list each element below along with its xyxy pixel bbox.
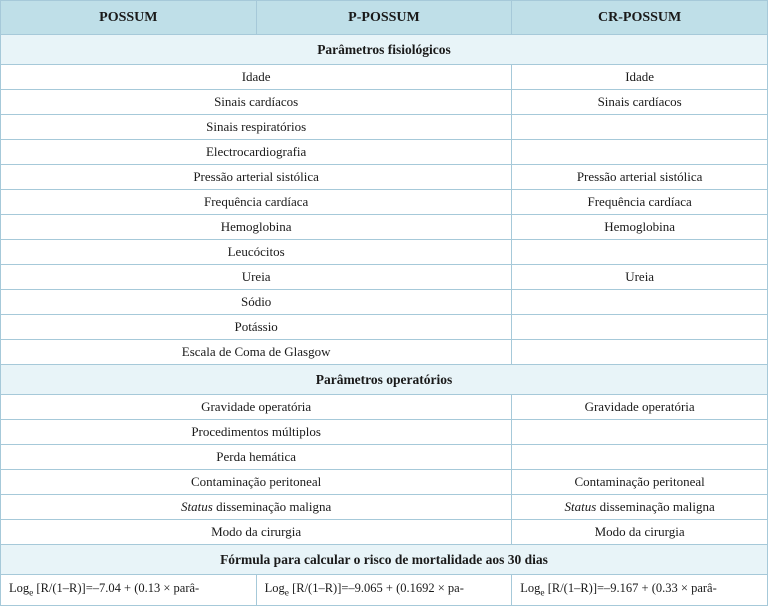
cell-right — [512, 445, 768, 470]
table-row: Leucócitos — [1, 240, 768, 265]
cell-right: Sinais cardíacos — [512, 90, 768, 115]
cell-right: Status disseminação maligna — [512, 495, 768, 520]
cell-left: Procedimentos múltiplos — [1, 420, 512, 445]
formula-cr-possum: Loge [R/(1–R)]=–9.167 + (0.33 × parâ- — [512, 575, 768, 606]
section-formula: Fórmula para calcular o risco de mortali… — [1, 545, 768, 575]
table-row: Escala de Coma de Glasgow — [1, 340, 768, 365]
cell-left: Status disseminação maligna — [1, 495, 512, 520]
table-row: Gravidade operatóriaGravidade operatória — [1, 395, 768, 420]
cell-left: Escala de Coma de Glasgow — [1, 340, 512, 365]
cell-right: Idade — [512, 65, 768, 90]
section-oper: Parâmetros operatórios — [1, 365, 768, 395]
formula-possum: Loge [R/(1–R)]=–7.04 + (0.13 × parâ- — [1, 575, 257, 606]
section-fisio: Parâmetros fisiológicos — [1, 35, 768, 65]
cell-right — [512, 240, 768, 265]
table-row: Potássio — [1, 315, 768, 340]
table-row: UreiaUreia — [1, 265, 768, 290]
cell-left: Perda hemática — [1, 445, 512, 470]
cell-left: Potássio — [1, 315, 512, 340]
cell-right: Contaminação peritoneal — [512, 470, 768, 495]
cell-left: Contaminação peritoneal — [1, 470, 512, 495]
cell-right — [512, 340, 768, 365]
col-header-possum: POSSUM — [1, 1, 257, 35]
cell-right: Modo da cirurgia — [512, 520, 768, 545]
cell-left: Sódio — [1, 290, 512, 315]
possum-table: POSSUM P-POSSUM CR-POSSUM Parâmetros fis… — [0, 0, 768, 606]
cell-right: Pressão arterial sistólica — [512, 165, 768, 190]
cell-right: Frequência cardíaca — [512, 190, 768, 215]
cell-right — [512, 420, 768, 445]
table-row: Procedimentos múltiplos — [1, 420, 768, 445]
table-row: Frequência cardíacaFrequência cardíaca — [1, 190, 768, 215]
table-row: Sinais cardíacosSinais cardíacos — [1, 90, 768, 115]
formula-row: Loge [R/(1–R)]=–7.04 + (0.13 × parâ- Log… — [1, 575, 768, 606]
cell-right — [512, 290, 768, 315]
table-row: HemoglobinaHemoglobina — [1, 215, 768, 240]
table-row: Pressão arterial sistólicaPressão arteri… — [1, 165, 768, 190]
table-row: Sinais respiratórios — [1, 115, 768, 140]
col-header-cr-possum: CR-POSSUM — [512, 1, 768, 35]
cell-right — [512, 115, 768, 140]
table-row: Sódio — [1, 290, 768, 315]
cell-right — [512, 140, 768, 165]
cell-left: Leucócitos — [1, 240, 512, 265]
table-row: Modo da cirurgiaModo da cirurgia — [1, 520, 768, 545]
table-row: Status disseminação malignaStatus dissem… — [1, 495, 768, 520]
table-row: Electrocardiografia — [1, 140, 768, 165]
cell-left: Ureia — [1, 265, 512, 290]
cell-left: Modo da cirurgia — [1, 520, 512, 545]
cell-left: Sinais cardíacos — [1, 90, 512, 115]
table-row: Contaminação peritonealContaminação peri… — [1, 470, 768, 495]
cell-left: Sinais respiratórios — [1, 115, 512, 140]
cell-left: Frequência cardíaca — [1, 190, 512, 215]
table-row: Perda hemática — [1, 445, 768, 470]
cell-left: Hemoglobina — [1, 215, 512, 240]
cell-left: Pressão arterial sistólica — [1, 165, 512, 190]
cell-right: Ureia — [512, 265, 768, 290]
cell-left: Gravidade operatória — [1, 395, 512, 420]
table-row: IdadeIdade — [1, 65, 768, 90]
cell-left: Electrocardiografia — [1, 140, 512, 165]
cell-right: Gravidade operatória — [512, 395, 768, 420]
formula-p-possum: Loge [R/(1–R)]=–9.065 + (0.1692 × pa- — [256, 575, 512, 606]
cell-left: Idade — [1, 65, 512, 90]
table-header-row: POSSUM P-POSSUM CR-POSSUM — [1, 1, 768, 35]
col-header-p-possum: P-POSSUM — [256, 1, 512, 35]
cell-right — [512, 315, 768, 340]
cell-right: Hemoglobina — [512, 215, 768, 240]
